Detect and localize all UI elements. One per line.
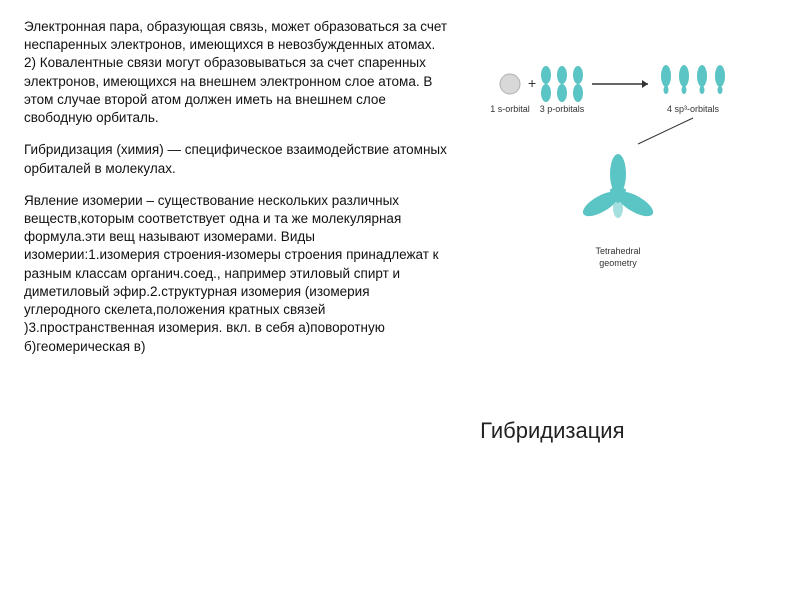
- paragraph-1: Электронная пара, образующая связь, може…: [24, 18, 448, 127]
- plus-icon: +: [528, 75, 536, 91]
- arrow-head-icon: [642, 80, 648, 88]
- text-column: Электронная пара, образующая связь, може…: [24, 18, 460, 582]
- connector-line: [638, 118, 693, 144]
- s-orbital-icon: [500, 74, 520, 94]
- tetrahedral-icon: [579, 154, 656, 221]
- hybridization-diagram: +: [488, 54, 748, 289]
- paragraph-3: Явление изомерии – существование несколь…: [24, 192, 448, 356]
- s-label: 1 s-orbital: [490, 104, 530, 114]
- figure-column: +: [460, 18, 776, 582]
- p-orbitals-group: [541, 66, 583, 102]
- diagram-svg: +: [488, 54, 748, 284]
- sp3-label: 4 sp³-orbitals: [667, 104, 720, 114]
- slide: Электронная пара, образующая связь, може…: [0, 0, 800, 600]
- paragraph-2: Гибридизация (химия) — специфическое вза…: [24, 141, 448, 177]
- sp3-orbitals-group: [661, 65, 725, 94]
- geom-label-1: Tetrahedral: [596, 246, 641, 256]
- geom-label-2: geometry: [599, 258, 637, 268]
- figure-caption: Гибридизация: [460, 419, 624, 443]
- p-label: 3 p-orbitals: [540, 104, 585, 114]
